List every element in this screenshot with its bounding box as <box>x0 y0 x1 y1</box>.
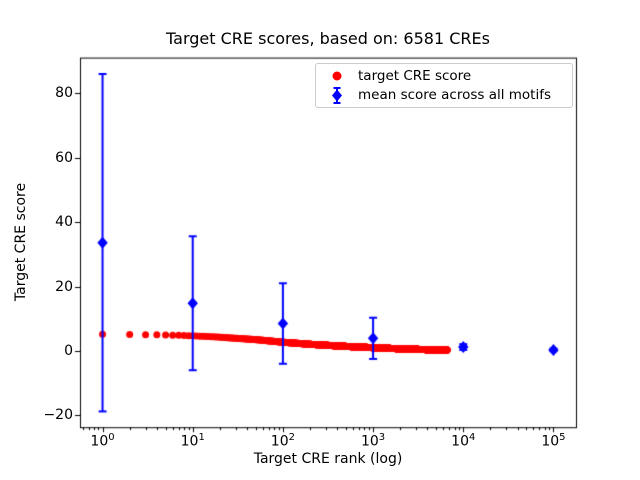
x-tick-label: 105 <box>541 432 566 450</box>
legend: target CRE score mean score across all m… <box>315 63 573 108</box>
y-tick-label: −20 <box>43 407 73 424</box>
x-tick-label: 100 <box>90 432 115 450</box>
x-tick-label: 101 <box>180 432 205 450</box>
x-tick-label: 104 <box>451 432 476 450</box>
y-tick-label: 20 <box>55 278 73 295</box>
y-tick-label: 80 <box>55 85 73 102</box>
legend-label: target CRE score <box>358 67 472 84</box>
x-tick-label: 102 <box>270 432 296 450</box>
legend-label: mean score across all motifs <box>358 87 552 104</box>
y-tick-label: 0 <box>64 342 73 359</box>
legend-item-mean-score: mean score across all motifs <box>316 86 572 106</box>
red-circle-marker-icon <box>316 69 358 83</box>
y-tick-label: 40 <box>55 214 73 231</box>
legend-item-target-cre-score: target CRE score <box>316 66 572 86</box>
chart-title: Target CRE scores, based on: 6581 CREs <box>166 29 490 48</box>
y-axis-label: Target CRE score <box>13 182 29 302</box>
blue-diamond-errorbar-marker-icon <box>316 86 358 105</box>
x-axis-label: Target CRE rank (log) <box>253 451 403 467</box>
y-tick-label: 60 <box>55 149 73 166</box>
x-tick-label: 103 <box>360 432 386 450</box>
